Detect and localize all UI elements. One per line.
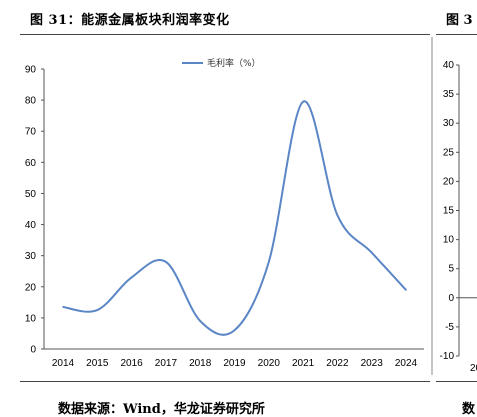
x-tick-label: 2020 bbox=[258, 358, 281, 369]
y-tick-label: 90 bbox=[25, 65, 37, 76]
x-tick-label: 2015 bbox=[86, 358, 109, 369]
y-tick-label: 20 bbox=[25, 282, 37, 293]
right-y-tick-label: 0 bbox=[448, 293, 454, 304]
data-point bbox=[233, 329, 236, 332]
right-y-tick-label: 40 bbox=[443, 60, 455, 71]
legend: 毛利率（%） bbox=[182, 57, 261, 69]
right-y-tick-label: 5 bbox=[448, 264, 454, 275]
y-tick-label: 50 bbox=[25, 189, 37, 200]
data-point bbox=[268, 261, 270, 263]
main-series bbox=[62, 100, 407, 336]
right-y-tick-label: 35 bbox=[443, 89, 455, 100]
chart-title: 图 31：能源金属板块利润率变化 bbox=[30, 13, 230, 28]
data-point bbox=[405, 289, 407, 291]
series-line-gross-margin bbox=[62, 100, 407, 336]
data-point bbox=[165, 261, 167, 263]
x-tick-label: 2024 bbox=[395, 358, 418, 369]
data-point bbox=[62, 306, 64, 308]
top-rule bbox=[20, 34, 430, 35]
bottom-rule-right bbox=[436, 381, 477, 382]
y-tick-label: 30 bbox=[25, 251, 37, 262]
data-point bbox=[130, 276, 133, 279]
main-axes bbox=[41, 68, 424, 350]
x-tick-label: 2019 bbox=[223, 358, 246, 369]
right-y-tick-label: 10 bbox=[443, 235, 455, 246]
right-y-tick-label: 15 bbox=[443, 206, 455, 217]
data-point bbox=[302, 100, 304, 103]
data-point bbox=[199, 320, 201, 322]
right-y-tick-label: 30 bbox=[443, 118, 455, 129]
data-point bbox=[336, 214, 339, 217]
main-tick-labels: 0 10 20 30 40 50 60 70 80 90 2014 2015 2016 2017 2018 2… bbox=[25, 65, 418, 370]
x-tick-label: 2014 bbox=[52, 358, 75, 369]
legend-label: 毛利率（%） bbox=[207, 57, 261, 69]
right-y-tick-label: 20 bbox=[443, 176, 455, 187]
right-tick-labels: -10 -5 0 5 10 15 20 25 30 35 40 20 bbox=[440, 60, 477, 374]
y-tick-label: 70 bbox=[25, 127, 37, 138]
right-y-tick-label: -10 bbox=[440, 351, 455, 362]
right-x-tick-label: 20 bbox=[470, 363, 477, 374]
x-tick-label: 2017 bbox=[155, 358, 178, 369]
right-axes bbox=[456, 64, 477, 357]
x-tick-label: 2016 bbox=[120, 358, 143, 369]
bottom-rule bbox=[20, 381, 430, 382]
data-point bbox=[370, 251, 373, 254]
x-tick-label: 2021 bbox=[292, 358, 315, 369]
right-y-tick-label: -5 bbox=[445, 322, 454, 333]
right-y-tick-label: 25 bbox=[443, 147, 455, 158]
y-tick-label: 60 bbox=[25, 158, 37, 169]
y-tick-label: 40 bbox=[25, 220, 37, 231]
y-tick-label: 10 bbox=[25, 313, 37, 324]
x-tick-label: 2018 bbox=[189, 358, 212, 369]
x-tick-label: 2022 bbox=[326, 358, 349, 369]
x-tick-label: 2023 bbox=[361, 358, 384, 369]
next-chart-title: 图 3 bbox=[446, 13, 473, 28]
data-point bbox=[96, 309, 99, 311]
y-tick-label: 0 bbox=[30, 345, 36, 356]
source-note: 数据来源：Wind，华龙证券研究所 bbox=[58, 402, 265, 417]
y-tick-label: 80 bbox=[25, 96, 37, 107]
next-source-note: 数 bbox=[462, 402, 476, 417]
top-rule-right bbox=[436, 34, 477, 35]
